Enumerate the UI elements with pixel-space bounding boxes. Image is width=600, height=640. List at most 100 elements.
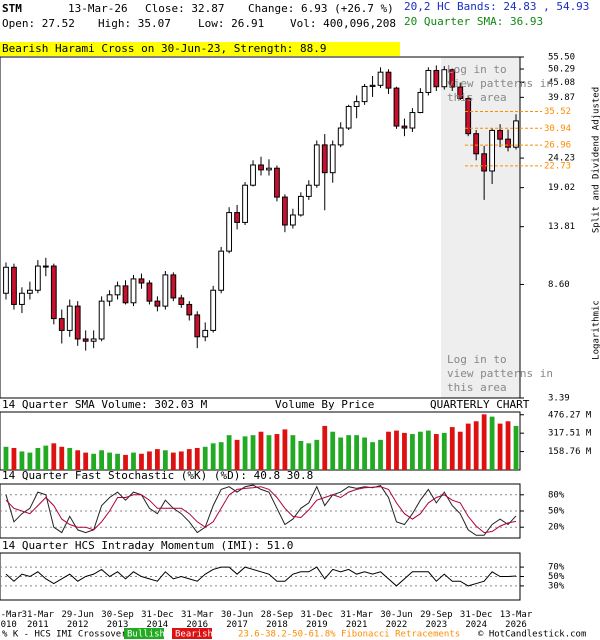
- volume-bar: [115, 453, 120, 470]
- volume-bar: [266, 435, 272, 470]
- candle-body: [210, 289, 217, 331]
- candle-body: [401, 125, 408, 129]
- volume-bar: [226, 435, 232, 470]
- volume-bar: [107, 452, 112, 470]
- volume-bar: [322, 425, 328, 470]
- candle-body: [441, 69, 448, 88]
- x-tick-label: 30-Sep 2013: [101, 610, 134, 630]
- candle-body: [513, 120, 519, 148]
- volume-bar: [417, 431, 423, 470]
- fib-label: 30.94: [544, 124, 571, 134]
- candle-body: [154, 300, 161, 307]
- candle-body: [282, 196, 288, 226]
- panel-frame: [0, 56, 521, 399]
- line: [5, 566, 517, 587]
- volume-bar: [91, 453, 97, 470]
- panel-title: Bearish Harami Cross on 30-Jun-23, Stren…: [2, 42, 327, 55]
- candle-body: [377, 71, 384, 86]
- y-tick-label: 476.27 M: [548, 410, 592, 420]
- volume-bar: [139, 453, 144, 470]
- volume-bar: [386, 431, 391, 470]
- candle-body: [345, 105, 352, 129]
- candle-body: [505, 138, 511, 148]
- candle-body: [489, 129, 495, 172]
- candle-body: [465, 97, 472, 135]
- bands: 20,2 HC Bands: 24.83 , 54.93: [404, 0, 589, 13]
- x-tick-label: 31-Mar2010: [0, 610, 23, 630]
- volume-bar: [314, 439, 320, 470]
- footer-legend: % K - HCS IMI Crossover,: [2, 630, 132, 640]
- candle-body: [313, 144, 320, 186]
- y-tick-label: 30%: [548, 581, 565, 591]
- sma: 20 Quarter SMA: 36.93: [404, 15, 543, 28]
- candle-body: [122, 285, 129, 304]
- volume-bar: [202, 446, 208, 470]
- annotation: QUARTERLY CHART: [430, 398, 530, 411]
- panel-title: 14 Quarter Fast Stochastic (%K) (%D): 40…: [2, 469, 313, 482]
- volume-bar: [330, 431, 336, 470]
- volume-bar: [67, 447, 73, 470]
- candle-body: [417, 91, 424, 114]
- volume-bar: [43, 445, 49, 470]
- symbol: STM: [2, 2, 22, 15]
- volume-bar: [123, 454, 128, 470]
- y-tick-label: 50%: [548, 572, 565, 582]
- candle-body: [361, 85, 368, 103]
- high: High: 35.07: [98, 17, 171, 30]
- fibonacci: 23.6-38.2-50-61.8% Fibonacci Retracement…: [238, 630, 460, 640]
- volume-bar: [489, 416, 495, 470]
- volume-bar: [59, 446, 65, 470]
- x-tick-label: 31-Dec 2024: [460, 610, 493, 630]
- x-tick-label: 30-Jun 2022: [380, 610, 413, 630]
- candle-body: [353, 101, 360, 107]
- candle-body: [202, 329, 209, 338]
- copyright: © HotCandlestick.com: [478, 630, 586, 640]
- x-tick-label: 13-Mar 2026: [500, 610, 533, 630]
- volume-bar: [497, 423, 503, 470]
- volume-bar: [242, 436, 248, 470]
- y-tick-label: 70%: [548, 563, 565, 573]
- volume-bar: [131, 452, 136, 470]
- panel-title: 14 Quarter HCS Intraday Momentum (IMI): …: [2, 539, 293, 552]
- candle-body: [27, 289, 33, 294]
- candle-body: [194, 314, 201, 338]
- close: Close: 32.87: [145, 2, 224, 15]
- volume-bar: [27, 452, 33, 470]
- candle-body: [178, 297, 185, 305]
- y-tick-label: 55.50: [548, 53, 575, 63]
- candle-body: [130, 278, 137, 304]
- candle-body: [3, 266, 9, 294]
- change: Change: 6.93 (+26.7 %): [248, 2, 394, 15]
- open: Open: 27.52: [2, 17, 75, 30]
- candle-body: [234, 212, 240, 223]
- volume-bar: [194, 447, 200, 470]
- candle-body: [409, 112, 416, 129]
- candle-body: [337, 127, 344, 146]
- candle-body: [329, 144, 336, 174]
- x-tick-label: 31-Dec 2014: [141, 610, 174, 630]
- x-tick-label: 31-Dec 2019: [301, 610, 334, 630]
- candle-body: [82, 338, 89, 342]
- y-tick-label: 317.51 M: [548, 429, 592, 439]
- volume-bar: [258, 431, 264, 470]
- candle-body: [242, 184, 248, 223]
- volume-bar: [346, 435, 352, 470]
- candle-body: [258, 164, 264, 171]
- volume-bar: [513, 425, 519, 470]
- volume-bar: [457, 431, 463, 470]
- volume-bar: [449, 427, 455, 470]
- x-tick-label: 30-Jun 2017: [221, 610, 254, 630]
- volume-bar: [378, 439, 383, 470]
- candle-body: [266, 167, 272, 171]
- candle-body: [369, 84, 376, 87]
- volume-bar: [218, 442, 224, 470]
- volume-bar: [51, 443, 57, 470]
- candle-body: [74, 305, 81, 340]
- y-tick-label: 158.76 M: [548, 447, 592, 457]
- volume-bar: [234, 439, 240, 470]
- y-tick-label: 13.81: [548, 222, 575, 232]
- fib-label: 22.73: [544, 161, 571, 171]
- volume-bar: [250, 435, 256, 470]
- candle-body: [162, 274, 169, 307]
- candle-body: [497, 129, 503, 140]
